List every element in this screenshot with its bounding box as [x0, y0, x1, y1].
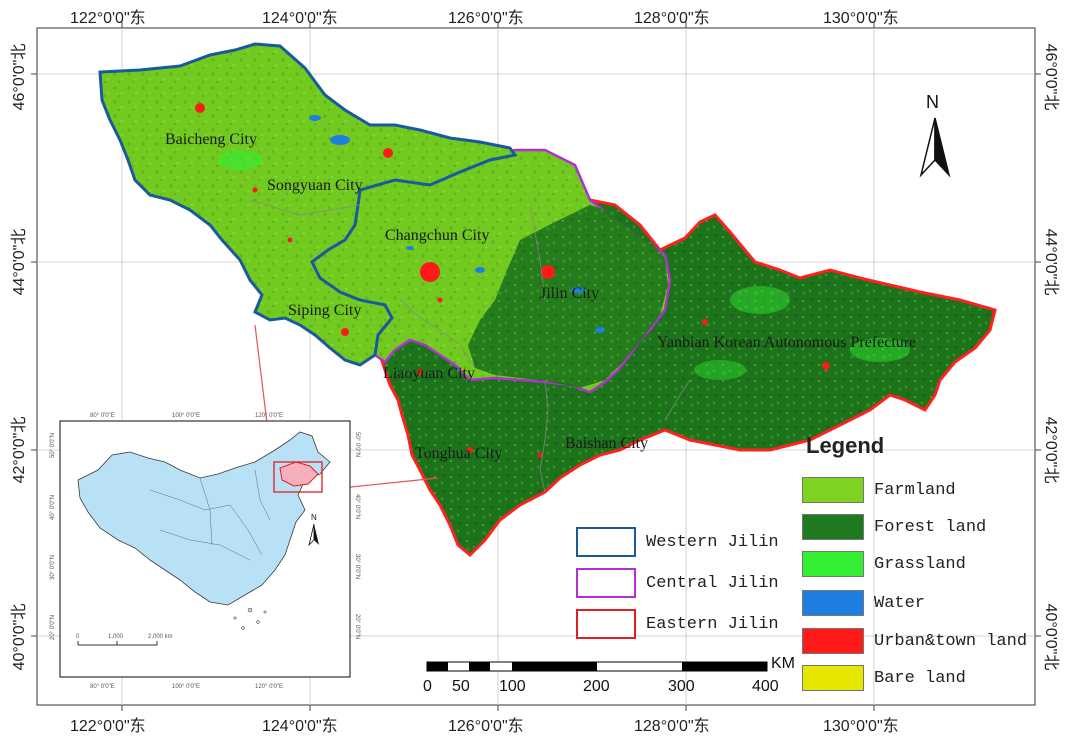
water-swatch — [802, 590, 864, 616]
top-lon-label: 122°0'0"东 — [70, 10, 146, 27]
inset-right-tick: 40° 0'0"N — [354, 494, 360, 519]
scale-tick-label: 0 — [423, 678, 432, 695]
urban-label: Urban&town land — [874, 631, 1028, 651]
inset-left-tick: 30° 0'0"N — [50, 555, 56, 580]
inset-scale-bar: 0 1,000 2,000 km — [76, 634, 173, 646]
inset-left-tick: 40° 0'0"N — [50, 495, 56, 520]
bare-swatch — [802, 665, 864, 691]
farmland-label: Farmland — [874, 480, 956, 500]
forest-swatch — [802, 514, 864, 540]
inset-bottom-tick: 120° 0'0"E — [255, 684, 283, 690]
bottom-lon-label: 122°0'0"东 — [70, 718, 146, 735]
scale-tick-label: 200 — [583, 678, 610, 695]
legend-item-farmland: Farmland — [802, 477, 956, 503]
liaoyuan-city-label: Liaoyuan City — [383, 365, 475, 382]
western-jilin-region — [98, 42, 518, 367]
frame-ticks — [31, 22, 1041, 711]
changchun-city-label: Changchun City — [385, 227, 489, 244]
inset-map: N 0 1,000 2,000 km 80° 0'0"E 100° 0'0"E … — [50, 413, 360, 690]
legend-item-water: Water — [802, 590, 925, 616]
legend-item-forest: Forest land — [802, 514, 986, 540]
inset-north-label: N — [311, 513, 317, 522]
forest-label: Forest land — [874, 517, 987, 537]
grassland-label: Grassland — [874, 554, 966, 574]
eastern-label: Eastern Jilin — [646, 614, 779, 634]
songyuan-city-label: Songyuan City — [267, 177, 363, 194]
scale-unit: KM — [771, 655, 795, 672]
legend-item-grassland: Grassland — [802, 551, 966, 577]
siping-city-label: Siping City — [288, 302, 361, 319]
inset-bottom-tick: 80° 0'0"E — [90, 684, 115, 690]
bottom-lon-label: 126°0'0"东 — [448, 718, 524, 735]
inset-right-tick: 50° 0'0"N — [354, 432, 360, 457]
scale-tick-label: 50 — [452, 678, 470, 695]
legend-title: Legend — [806, 433, 885, 458]
inset-scale-tick: 0 — [76, 634, 80, 640]
city-boundaries — [249, 199, 691, 493]
legend-item-urban: Urban&town land — [802, 628, 1027, 654]
grassland-swatch — [802, 551, 864, 577]
inset-top-tick: 120° 0'0"E — [255, 413, 283, 419]
scale-tick-label: 300 — [668, 678, 695, 695]
baishan-city-label: Baishan City — [565, 435, 648, 452]
farmland-swatch — [802, 477, 864, 503]
urban-swatch — [802, 628, 864, 654]
tonghua-city-label: Tonghua City — [415, 445, 502, 462]
top-lon-label: 126°0'0"东 — [448, 10, 524, 27]
top-lon-label: 128°0'0"东 — [634, 10, 710, 27]
central-label: Central Jilin — [646, 573, 779, 593]
inset-north-arrow-icon: N — [308, 513, 319, 547]
inset-left-tick: 20° 0'0"N — [50, 615, 56, 640]
north-arrow-label: N — [926, 92, 939, 112]
central-swatch — [576, 568, 636, 598]
eastern-swatch — [576, 609, 636, 639]
inset-scale-tick: 1,000 — [108, 634, 124, 640]
inset-top-tick: 100° 0'0"E — [172, 413, 200, 419]
bottom-lon-label: 124°0'0"东 — [262, 718, 338, 735]
top-lon-label: 130°0'0"东 — [823, 10, 899, 27]
legend-item-bare: Bare land — [802, 665, 966, 691]
jilin-highlight — [279, 461, 319, 487]
north-arrow-icon: N — [919, 92, 951, 178]
bottom-lon-label: 130°0'0"东 — [823, 718, 899, 735]
bottom-lon-label: 128°0'0"东 — [634, 718, 710, 735]
inset-locator-box — [273, 461, 323, 493]
bare-label: Bare land — [874, 668, 966, 688]
jilin-city-label: Jilin City — [540, 285, 599, 302]
yanbian-prefecture-label: Yanbian Korean Autonomous Prefecture — [657, 334, 916, 351]
scale-tick-label: 100 — [499, 678, 526, 695]
baicheng-city-label: Baicheng City — [165, 131, 257, 148]
region-legend-central: Central Jilin — [576, 568, 779, 598]
inset-top-tick: 80° 0'0"E — [90, 413, 115, 419]
western-label: Western Jilin — [646, 532, 779, 552]
inset-left-tick: 50° 0'0"N — [50, 433, 56, 458]
region-legend-western: Western Jilin — [576, 527, 779, 557]
inset-right-tick: 20° 0'0"N — [354, 614, 360, 639]
scale-tick-label: 400 — [752, 678, 779, 695]
scale-bar — [426, 661, 768, 672]
water-label: Water — [874, 593, 926, 613]
inset-bottom-tick: 100° 0'0"E — [172, 684, 200, 690]
land-cover-speckles — [195, 103, 910, 458]
china-outline — [77, 431, 331, 606]
inset-right-tick: 30° 0'0"N — [354, 554, 360, 579]
inset-axis-ticks: 80° 0'0"E 100° 0'0"E 120° 0'0"E 80° 0'0"… — [50, 413, 360, 690]
top-lon-label: 124°0'0"东 — [262, 10, 338, 27]
inset-scale-tick: 2,000 km — [148, 634, 173, 640]
region-legend-eastern: Eastern Jilin — [576, 609, 779, 639]
central-forest-patch — [468, 205, 668, 388]
western-swatch — [576, 527, 636, 557]
